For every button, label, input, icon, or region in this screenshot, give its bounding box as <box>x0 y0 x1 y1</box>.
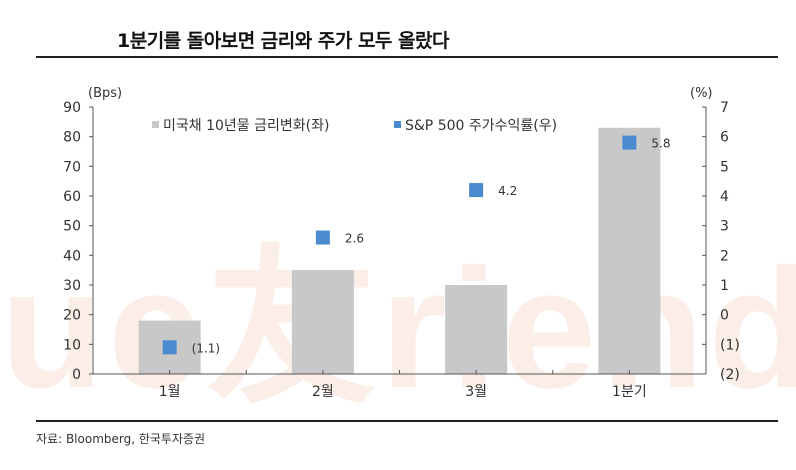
category-label: 1월 <box>159 384 181 400</box>
chart-title: 1분기를 돌아보면 금리와 주가 모두 올랐다 <box>117 30 449 52</box>
bar-series <box>138 127 661 375</box>
right-tick-label: 5 <box>720 159 729 175</box>
left-tick-label: 30 <box>63 278 81 294</box>
top-divider <box>36 56 778 58</box>
left-tick-label: 50 <box>63 219 81 235</box>
marker-square-icon <box>622 135 637 150</box>
right-axis-ticks: (2) (1) 0 1 2 3 4 5 6 7 <box>702 100 740 383</box>
bottom-divider <box>36 420 778 422</box>
marker-series: (1.1) 2.6 4.2 5.8 <box>162 135 670 355</box>
left-tick-label: 70 <box>63 159 81 175</box>
right-tick-label: 0 <box>720 308 729 324</box>
right-tick-label: (2) <box>720 367 740 383</box>
marker-square-icon <box>469 183 484 198</box>
left-axis-unit: (Bps) <box>88 86 122 101</box>
right-tick-label: 4 <box>720 189 729 205</box>
right-tick-label: 1 <box>720 278 729 294</box>
marker-data-label: (1.1) <box>192 341 220 355</box>
marker-square-icon <box>315 230 330 245</box>
marker-data-label: 4.2 <box>498 184 517 198</box>
right-axis-unit: (%) <box>690 86 713 101</box>
watermark: ue友riend <box>0 234 796 424</box>
category-label: 1분기 <box>612 384 647 400</box>
legend-marker-label: S&P 500 주가수익률(우) <box>405 118 557 134</box>
left-tick-label: 40 <box>63 248 81 264</box>
left-tick-label: 0 <box>72 367 81 383</box>
bar <box>291 270 354 374</box>
right-tick-label: 2 <box>720 248 729 264</box>
left-tick-label: 90 <box>63 100 81 116</box>
left-axis-ticks: 0 10 20 30 40 50 60 70 80 90 <box>63 100 93 383</box>
legend-bar-label: 미국채 10년물 금리변화(좌) <box>163 118 329 134</box>
right-tick-label: 3 <box>720 219 729 235</box>
right-tick-label: 7 <box>720 100 729 116</box>
marker-data-label: 5.8 <box>651 137 670 151</box>
category-label: 2월 <box>312 384 334 400</box>
legend-marker-swatch-icon <box>394 121 401 128</box>
right-tick-label: 6 <box>720 130 729 146</box>
left-tick-label: 80 <box>63 130 81 146</box>
legend: 미국채 10년물 금리변화(좌) S&P 500 주가수익률(우) <box>152 118 557 134</box>
marker-data-label: 2.6 <box>345 232 364 246</box>
marker-square-icon <box>162 340 177 355</box>
bar <box>598 127 661 375</box>
source-note: 자료: Bloomberg, 한국투자증권 <box>36 432 206 446</box>
category-label: 3월 <box>465 384 487 400</box>
left-tick-label: 60 <box>63 189 81 205</box>
right-tick-label: (1) <box>720 337 740 353</box>
bar <box>445 285 508 374</box>
legend-bar-swatch-icon <box>152 121 159 128</box>
chart: (Bps) (%) 0 10 20 30 40 50 60 70 80 90 (2) (1) 0 1 2 3… <box>63 86 740 400</box>
left-tick-label: 20 <box>63 308 81 324</box>
left-tick-label: 10 <box>63 337 81 353</box>
x-axis-ticks: 1월 2월 3월 1분기 <box>159 370 647 400</box>
